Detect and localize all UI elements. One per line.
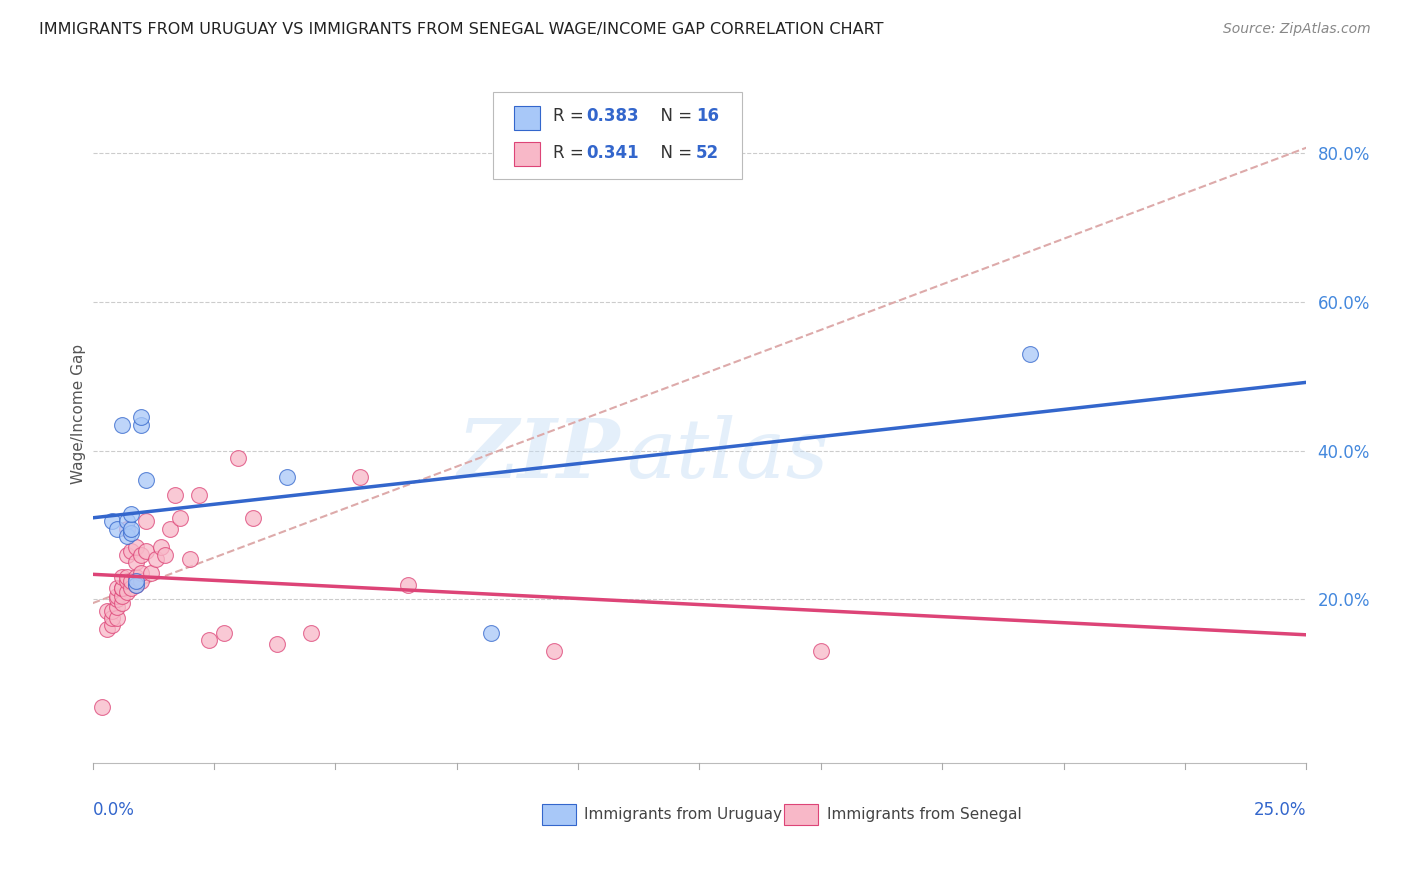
Point — [349, 469, 371, 483]
Point — [121, 582, 143, 596]
Point — [115, 548, 138, 562]
Point — [115, 514, 138, 528]
Point — [129, 574, 152, 588]
Point — [111, 596, 134, 610]
Point — [111, 582, 134, 596]
Point — [105, 589, 128, 603]
Text: Source: ZipAtlas.com: Source: ZipAtlas.com — [1223, 22, 1371, 37]
Point — [299, 626, 322, 640]
Point — [111, 570, 134, 584]
Point — [135, 544, 157, 558]
Point — [115, 570, 138, 584]
Point — [105, 582, 128, 596]
Point — [125, 574, 148, 588]
Point — [135, 514, 157, 528]
Point — [111, 589, 134, 603]
Text: R =: R = — [553, 107, 589, 126]
Point — [101, 604, 124, 618]
Point — [810, 644, 832, 658]
Point — [479, 626, 502, 640]
Text: atlas: atlas — [627, 416, 830, 495]
Point — [169, 510, 191, 524]
Point — [101, 618, 124, 632]
Point — [129, 548, 152, 562]
Point — [242, 510, 264, 524]
Point — [1018, 347, 1040, 361]
Point — [96, 622, 118, 636]
Point — [115, 529, 138, 543]
Point — [129, 566, 152, 581]
Point — [129, 417, 152, 432]
FancyBboxPatch shape — [494, 92, 742, 179]
Point — [105, 599, 128, 614]
Text: 0.341: 0.341 — [586, 144, 640, 161]
Point — [155, 548, 177, 562]
Point — [226, 451, 249, 466]
Point — [121, 544, 143, 558]
Bar — [785, 804, 818, 824]
Point — [165, 488, 187, 502]
Point — [145, 551, 167, 566]
Bar — [513, 106, 540, 129]
Point — [115, 585, 138, 599]
Point — [212, 626, 235, 640]
Point — [135, 474, 157, 488]
Point — [101, 611, 124, 625]
Point — [115, 574, 138, 588]
Point — [266, 637, 288, 651]
Point — [121, 507, 143, 521]
Point — [396, 577, 419, 591]
Point — [543, 644, 565, 658]
Point — [121, 522, 143, 536]
Point — [188, 488, 211, 502]
Bar — [541, 804, 575, 824]
Bar — [513, 142, 540, 166]
Text: R =: R = — [553, 144, 589, 161]
Point — [179, 551, 201, 566]
Point — [121, 525, 143, 540]
Point — [105, 592, 128, 607]
Text: 0.383: 0.383 — [586, 107, 640, 126]
Text: 52: 52 — [696, 144, 718, 161]
Point — [129, 410, 152, 425]
Point — [111, 582, 134, 596]
Text: N =: N = — [650, 107, 697, 126]
Point — [139, 566, 162, 581]
Text: Immigrants from Senegal: Immigrants from Senegal — [827, 806, 1022, 822]
Text: 25.0%: 25.0% — [1254, 802, 1306, 820]
Point — [115, 522, 138, 536]
Point — [276, 469, 298, 483]
Point — [125, 555, 148, 569]
Point — [125, 577, 148, 591]
Text: 16: 16 — [696, 107, 718, 126]
Text: 0.0%: 0.0% — [93, 802, 135, 820]
Point — [125, 577, 148, 591]
Point — [125, 570, 148, 584]
Point — [159, 522, 181, 536]
Text: Immigrants from Uruguay: Immigrants from Uruguay — [583, 806, 782, 822]
Point — [149, 541, 172, 555]
Point — [96, 604, 118, 618]
Point — [121, 574, 143, 588]
Point — [101, 514, 124, 528]
Point — [105, 611, 128, 625]
Point — [105, 522, 128, 536]
Text: IMMIGRANTS FROM URUGUAY VS IMMIGRANTS FROM SENEGAL WAGE/INCOME GAP CORRELATION C: IMMIGRANTS FROM URUGUAY VS IMMIGRANTS FR… — [39, 22, 884, 37]
Point — [111, 417, 134, 432]
Point — [91, 700, 114, 714]
Text: N =: N = — [650, 144, 697, 161]
Point — [198, 633, 221, 648]
Point — [125, 541, 148, 555]
Text: ZIP: ZIP — [458, 416, 620, 495]
Y-axis label: Wage/Income Gap: Wage/Income Gap — [72, 343, 86, 483]
